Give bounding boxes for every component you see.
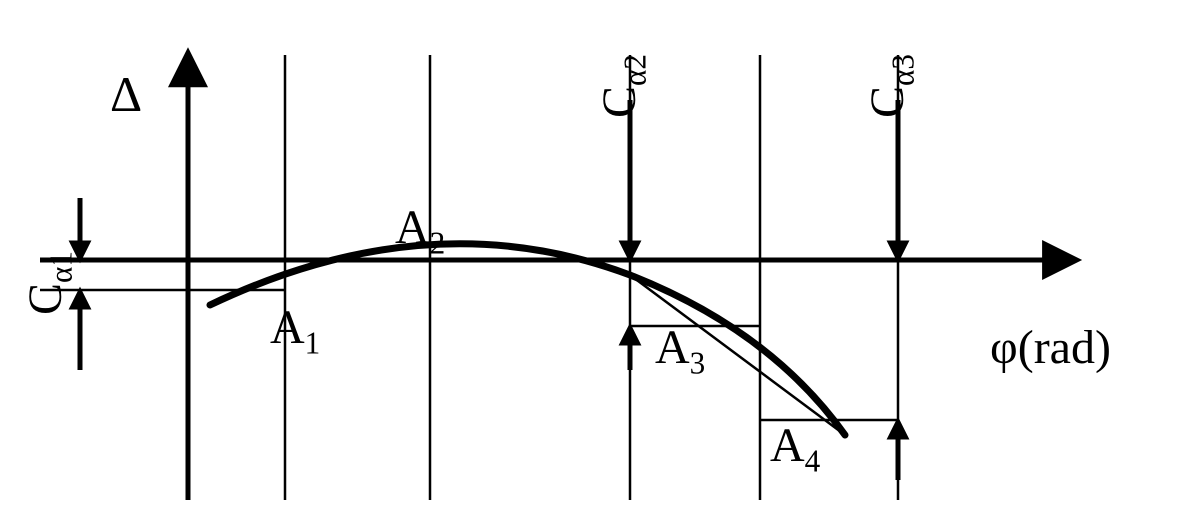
y-axis-label: Δ <box>110 65 142 123</box>
c-alpha-2-label: Cα2 <box>592 54 654 118</box>
c-alpha-1-label: Cα1 <box>18 251 80 315</box>
x-axis-label: φ(rad) <box>990 320 1111 375</box>
point-a4-label: A4 <box>770 418 820 480</box>
c-alpha-3-label: Cα3 <box>860 54 922 118</box>
point-a3-label: A3 <box>655 320 705 382</box>
point-a2-label: A2 <box>395 200 445 262</box>
point-a1-label: A1 <box>270 300 320 362</box>
